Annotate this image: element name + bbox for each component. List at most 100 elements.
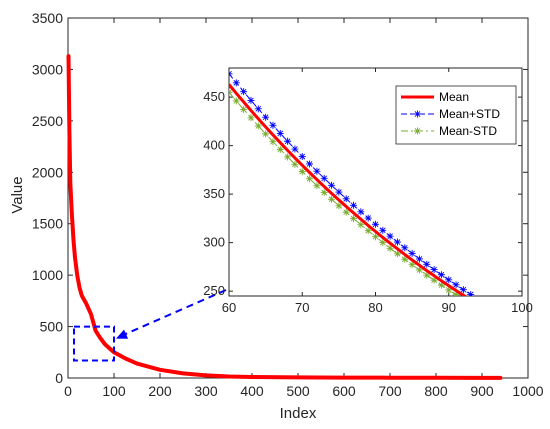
x-tick-label: 600 bbox=[332, 383, 356, 399]
inset-marker-mean-minus-std bbox=[415, 266, 423, 274]
inset-marker-mean-plus-std bbox=[415, 255, 423, 263]
y-tick-label: 0 bbox=[55, 370, 63, 386]
inset-x-tick-label: 100 bbox=[511, 300, 533, 315]
inset-marker-mean-minus-std bbox=[240, 105, 248, 113]
inset-marker-mean-minus-std bbox=[401, 255, 409, 263]
inset-marker-mean-plus-std bbox=[423, 260, 431, 268]
legend-marker bbox=[414, 127, 421, 135]
zoom-arrow-line bbox=[121, 289, 227, 337]
legend-label: Mean bbox=[439, 90, 469, 104]
inset-marker-mean-plus-std bbox=[284, 137, 292, 145]
y-axis-label: Value bbox=[9, 176, 26, 213]
inset-marker-mean-plus-std bbox=[467, 290, 475, 296]
y-tick-label: 3000 bbox=[32, 61, 63, 77]
inset-marker-mean-minus-std bbox=[320, 189, 328, 197]
inset-y-tick-label: 250 bbox=[203, 283, 225, 298]
x-tick-label: 400 bbox=[240, 383, 264, 399]
y-tick-label: 1500 bbox=[32, 216, 63, 232]
inset-marker-mean-plus-std bbox=[342, 195, 350, 203]
inset-x-tick-label: 90 bbox=[442, 300, 456, 315]
y-tick-label: 2500 bbox=[32, 113, 63, 129]
inset-series-mean bbox=[229, 83, 468, 296]
inset-marker-mean-plus-std bbox=[445, 276, 453, 284]
inset-marker-mean-plus-std bbox=[372, 220, 379, 228]
inset-marker-mean-plus-std bbox=[240, 88, 248, 96]
inset-marker-mean-plus-std bbox=[393, 238, 401, 246]
inset-marker-mean-minus-std bbox=[306, 175, 314, 183]
inset-marker-mean-plus-std bbox=[335, 188, 343, 196]
inset-marker-mean-plus-std bbox=[459, 286, 467, 294]
inset-marker-mean-minus-std bbox=[350, 214, 358, 222]
inset-marker-mean-plus-std bbox=[306, 160, 314, 168]
inset-marker-mean-minus-std bbox=[269, 138, 277, 146]
inset-marker-mean-minus-std bbox=[328, 195, 336, 203]
inset-marker-mean-plus-std bbox=[386, 232, 394, 240]
inset-marker-mean-minus-std bbox=[313, 182, 321, 190]
x-tick-label: 900 bbox=[470, 383, 494, 399]
inset-x-tick-label: 60 bbox=[222, 300, 236, 315]
inset-marker-mean-minus-std bbox=[423, 271, 431, 279]
y-tick-label: 2000 bbox=[32, 164, 63, 180]
inset-marker-mean-minus-std bbox=[437, 281, 445, 289]
inset-y-tick-label: 350 bbox=[203, 186, 225, 201]
y-tick-label: 1000 bbox=[32, 267, 63, 283]
inset-marker-mean-plus-std bbox=[328, 181, 336, 189]
zoom-arrow-head bbox=[116, 329, 129, 339]
inset-marker-mean-plus-std bbox=[379, 226, 387, 234]
zoom-box-group bbox=[72, 289, 227, 362]
x-tick-label: 200 bbox=[148, 383, 172, 399]
y-tick-label: 500 bbox=[40, 319, 64, 335]
inset-marker-mean-plus-std bbox=[357, 208, 365, 216]
inset-marker-mean-minus-std bbox=[379, 239, 387, 247]
inset-marker-mean-plus-std bbox=[430, 266, 438, 274]
inset-marker-mean-minus-std bbox=[452, 291, 460, 296]
x-tick-label: 0 bbox=[64, 383, 72, 399]
inset-marker-mean-minus-std bbox=[284, 153, 292, 161]
inset-marker-mean-minus-std bbox=[276, 145, 284, 153]
legend-marker bbox=[414, 110, 421, 118]
inset-marker-mean-plus-std bbox=[452, 281, 460, 289]
x-tick-label: 300 bbox=[194, 383, 218, 399]
inset-marker-mean-plus-std bbox=[298, 152, 306, 160]
x-tick-label: 800 bbox=[424, 383, 448, 399]
inset-marker-mean-plus-std bbox=[254, 105, 262, 113]
inset-marker-mean-minus-std bbox=[291, 160, 299, 168]
inset-marker-mean-minus-std bbox=[372, 233, 379, 241]
inset-marker-mean-minus-std bbox=[430, 276, 438, 284]
inset-marker-mean-minus-std bbox=[335, 202, 343, 210]
legend-label: Mean-STD bbox=[439, 124, 497, 138]
inset-marker-mean-plus-std bbox=[408, 249, 416, 257]
inset-marker-mean-minus-std bbox=[298, 168, 306, 176]
inset-marker-mean-plus-std bbox=[269, 121, 277, 129]
inset-marker-mean-plus-std bbox=[320, 174, 328, 182]
inset-y-tick-label: 450 bbox=[203, 89, 225, 104]
inset-marker-mean-minus-std bbox=[262, 130, 270, 138]
zoom-region-box bbox=[72, 325, 116, 362]
inset-marker-mean-plus-std bbox=[350, 201, 358, 209]
x-axis-label: Index bbox=[280, 405, 317, 422]
inset-marker-mean-minus-std bbox=[408, 261, 416, 269]
x-tick-label: 700 bbox=[378, 383, 402, 399]
inset-marker-mean-minus-std bbox=[247, 114, 255, 122]
inset-marker-mean-plus-std bbox=[247, 96, 255, 104]
inset-marker-mean-plus-std bbox=[262, 113, 270, 121]
inset-marker-mean-minus-std bbox=[342, 208, 350, 216]
inset-marker-mean-plus-std bbox=[401, 244, 409, 252]
x-tick-label: 100 bbox=[102, 383, 126, 399]
legend: Mean Mean+STD Mean-STD bbox=[395, 85, 517, 145]
inset-series-group bbox=[229, 70, 479, 296]
x-tick-label: 500 bbox=[286, 383, 310, 399]
inset-marker-mean-minus-std bbox=[445, 286, 453, 294]
x-tick-label: 1000 bbox=[512, 383, 543, 399]
inset-marker-mean-plus-std bbox=[364, 214, 372, 222]
inset-marker-mean-plus-std bbox=[313, 167, 321, 175]
y-tick-label: 3500 bbox=[32, 10, 63, 26]
inset-marker-mean-plus-std bbox=[276, 129, 284, 137]
inset-x-tick-label: 70 bbox=[295, 300, 309, 315]
legend-label: Mean+STD bbox=[439, 107, 500, 121]
inset-y-tick-label: 400 bbox=[203, 138, 225, 153]
inset-marker-mean-minus-std bbox=[364, 227, 372, 235]
inset-marker-mean-plus-std bbox=[437, 271, 445, 279]
inset-y-tick-label: 300 bbox=[203, 235, 225, 250]
